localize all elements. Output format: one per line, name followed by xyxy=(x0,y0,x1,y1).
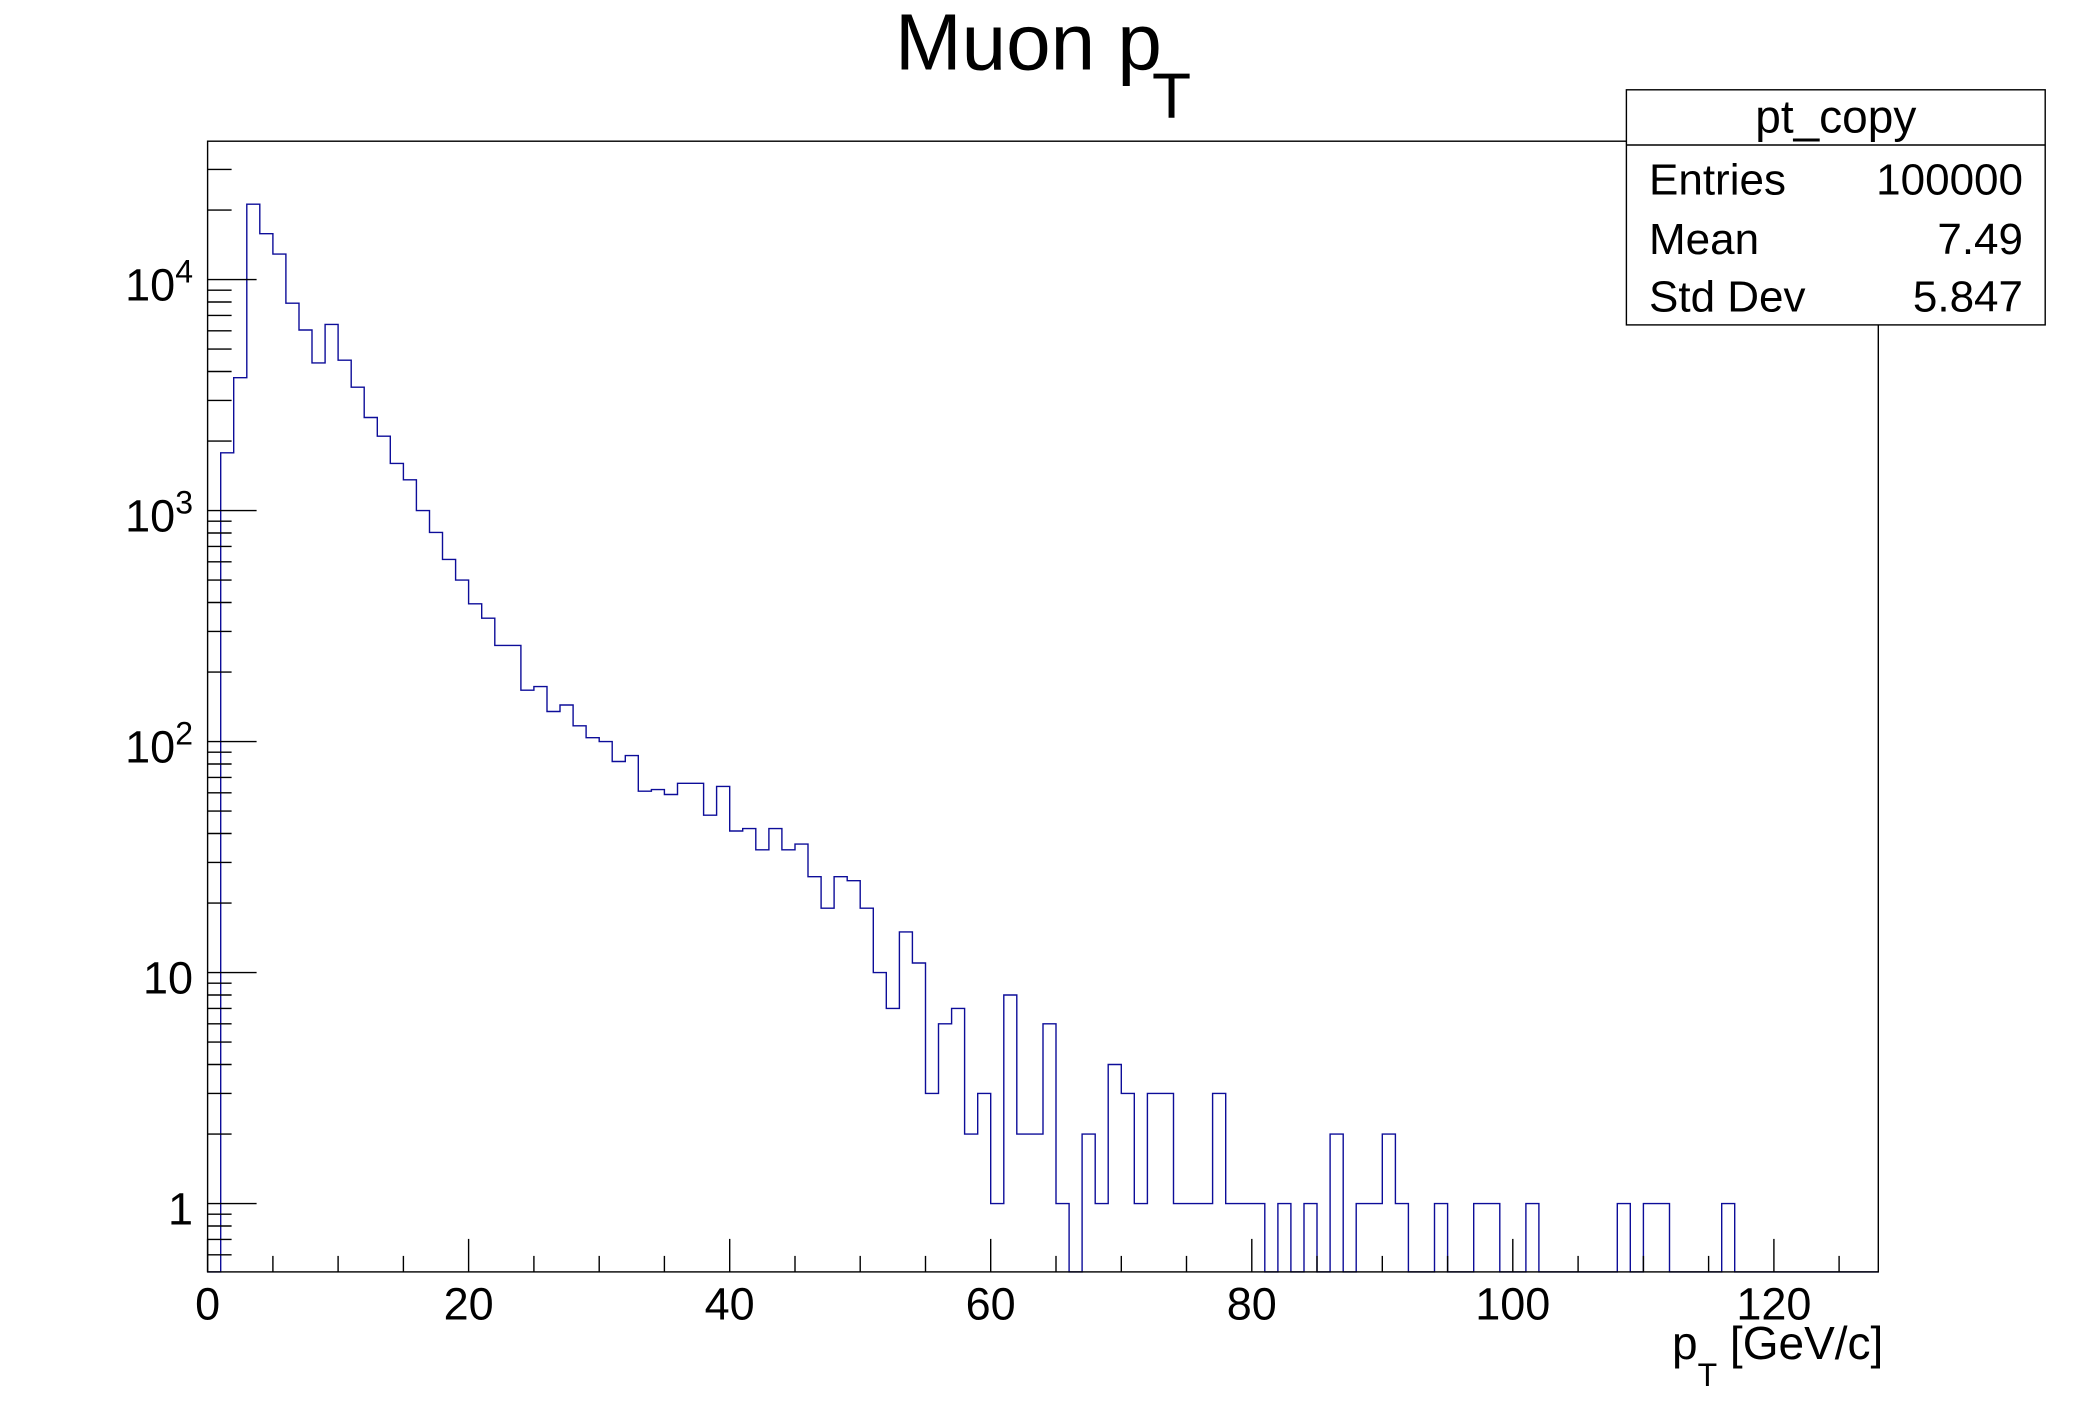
svg-text:20: 20 xyxy=(444,1279,494,1330)
svg-text:Mean: Mean xyxy=(1649,215,1771,264)
svg-text:120: 120 xyxy=(1736,1279,1811,1330)
svg-text:60: 60 xyxy=(966,1279,1016,1330)
svg-text:1: 1 xyxy=(168,1184,193,1235)
svg-text:5.847: 5.847 xyxy=(1888,272,2023,321)
svg-text:100: 100 xyxy=(1475,1279,1550,1330)
svg-text:Entries: Entries xyxy=(1649,156,1798,205)
svg-text:0: 0 xyxy=(195,1279,220,1330)
svg-text:Muon p: Muon p xyxy=(895,0,1162,86)
svg-text:104: 104 xyxy=(125,254,193,311)
svg-text:T: T xyxy=(1152,60,1191,132)
svg-text:pt_copy: pt_copy xyxy=(1755,91,1916,143)
svg-text:7.49: 7.49 xyxy=(1913,215,2023,264)
svg-text:100000: 100000 xyxy=(1864,156,2023,205)
svg-text:Std Dev: Std Dev xyxy=(1649,272,1818,321)
svg-text:10: 10 xyxy=(143,953,193,1004)
svg-text:80: 80 xyxy=(1227,1279,1277,1330)
svg-text:40: 40 xyxy=(705,1279,755,1330)
